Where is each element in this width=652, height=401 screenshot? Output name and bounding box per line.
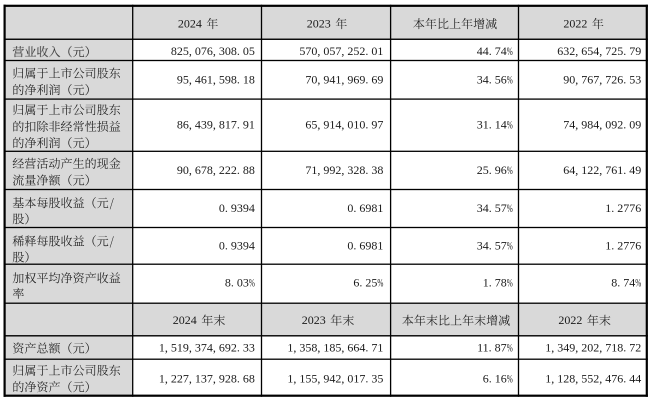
svg-text:90, 767, 726. 53: 90, 767, 726. 53 — [563, 73, 641, 87]
svg-text:1, 128, 552, 476. 44: 1, 128, 552, 476. 44 — [545, 372, 641, 386]
svg-text:2022: 2022 — [558, 313, 582, 327]
svg-text:632, 654, 725. 79: 632, 654, 725. 79 — [557, 44, 641, 58]
svg-text:31. 14%: 31. 14% — [477, 118, 513, 132]
svg-text:0. 9394: 0. 9394 — [219, 201, 255, 215]
svg-text:11. 87%: 11. 87% — [477, 340, 513, 354]
svg-text:570, 057, 252. 01: 570, 057, 252. 01 — [299, 44, 383, 58]
svg-text:2024: 2024 — [173, 313, 197, 327]
svg-text:34. 57%: 34. 57% — [477, 239, 513, 253]
svg-text:1. 2776: 1. 2776 — [605, 239, 641, 253]
svg-text:74, 984, 092. 09: 74, 984, 092. 09 — [563, 118, 641, 132]
svg-text:8. 74%: 8. 74% — [611, 276, 641, 290]
svg-text:0. 9394: 0. 9394 — [219, 239, 255, 253]
svg-text:0. 6981: 0. 6981 — [347, 201, 383, 215]
svg-text:8. 03%: 8. 03% — [225, 276, 255, 290]
svg-text:825, 076, 308. 05: 825, 076, 308. 05 — [171, 44, 255, 58]
svg-text:1, 155, 942, 017. 35: 1, 155, 942, 017. 35 — [287, 372, 383, 386]
svg-text:25. 96%: 25. 96% — [477, 163, 513, 177]
svg-text:1, 227, 137, 928. 68: 1, 227, 137, 928. 68 — [159, 372, 255, 386]
svg-text:71, 992, 328. 38: 71, 992, 328. 38 — [305, 163, 383, 177]
svg-text:86, 439, 817. 91: 86, 439, 817. 91 — [177, 118, 255, 132]
svg-text:1. 78%: 1. 78% — [483, 276, 513, 290]
svg-text:95, 461, 598. 18: 95, 461, 598. 18 — [177, 73, 255, 87]
svg-text:1. 2776: 1. 2776 — [605, 201, 641, 215]
svg-text:2022: 2022 — [563, 16, 587, 30]
svg-text:90, 678, 222. 88: 90, 678, 222. 88 — [177, 163, 255, 177]
svg-text:1, 349, 202, 718. 72: 1, 349, 202, 718. 72 — [545, 340, 641, 354]
svg-text:1, 519, 374, 692. 33: 1, 519, 374, 692. 33 — [159, 340, 255, 354]
svg-text:34. 57%: 34. 57% — [477, 201, 513, 215]
svg-text:0. 6981: 0. 6981 — [347, 239, 383, 253]
svg-text:2024: 2024 — [178, 16, 202, 30]
svg-text:6. 16%: 6. 16% — [483, 372, 513, 386]
svg-text:64, 122, 761. 49: 64, 122, 761. 49 — [563, 163, 641, 177]
svg-text:34. 56%: 34. 56% — [477, 73, 513, 87]
svg-text:2023: 2023 — [302, 313, 326, 327]
svg-text:6. 25%: 6. 25% — [353, 276, 383, 290]
svg-text:1, 358, 185, 664. 71: 1, 358, 185, 664. 71 — [287, 340, 383, 354]
svg-text:70, 941, 969. 69: 70, 941, 969. 69 — [305, 73, 383, 87]
svg-text:44. 74%: 44. 74% — [477, 44, 513, 58]
svg-text:2023: 2023 — [307, 16, 331, 30]
svg-text:65, 914, 010. 97: 65, 914, 010. 97 — [305, 118, 383, 132]
